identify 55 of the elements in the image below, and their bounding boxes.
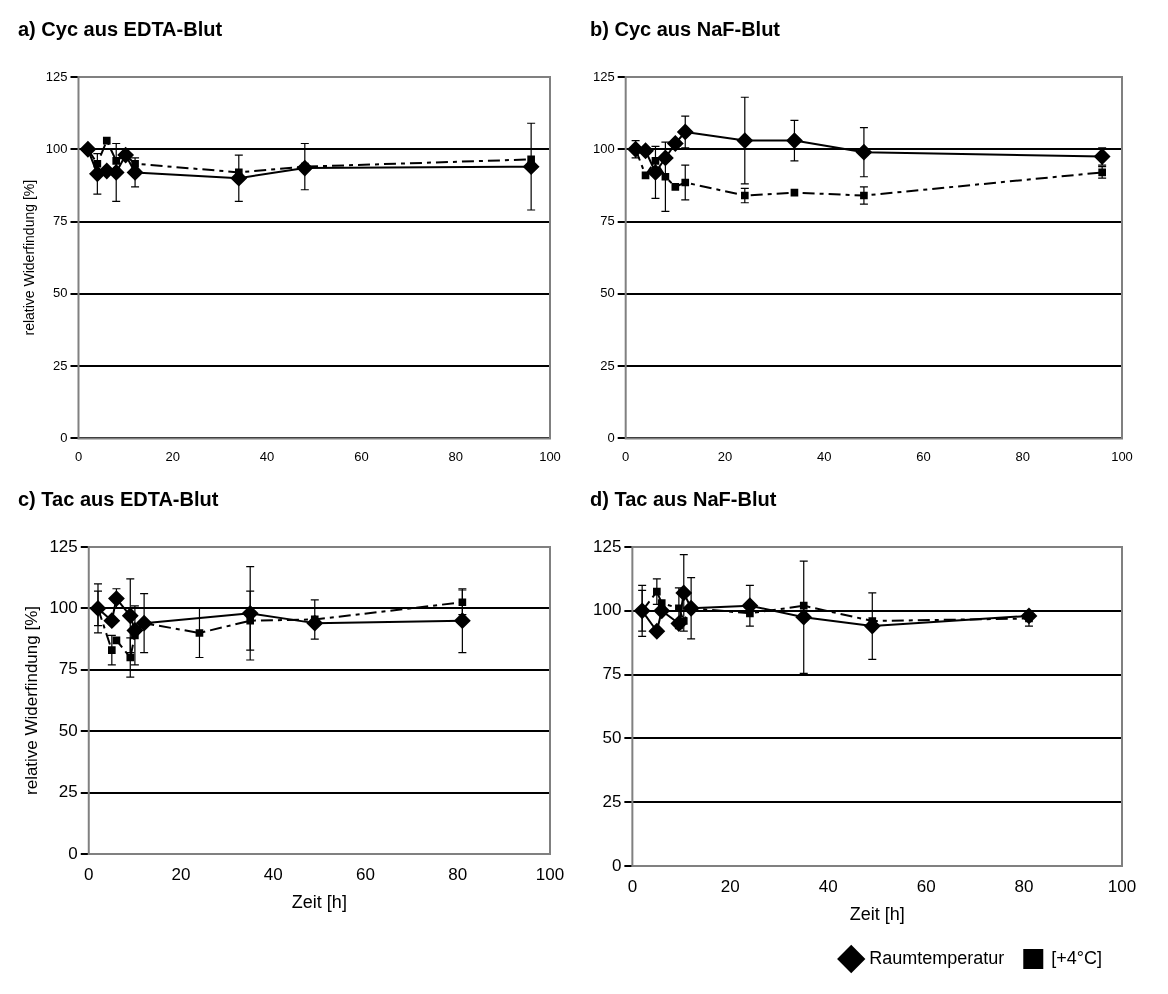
y-tick-label: 75 xyxy=(600,213,615,229)
x-tick-label: 60 xyxy=(916,448,931,464)
x-tick-label: 40 xyxy=(263,864,283,884)
x-tick-label: 0 xyxy=(627,876,638,896)
x-tick-label: 20 xyxy=(717,448,733,464)
y-tick-label: 25 xyxy=(58,782,78,802)
y-tick-label: 50 xyxy=(53,285,68,301)
x-tick-label: 80 xyxy=(448,864,468,884)
x-tick-label: 80 xyxy=(1015,448,1030,464)
y-tick-label: 75 xyxy=(58,659,78,679)
x-axis-title: Zeit [h] xyxy=(849,904,905,925)
y-axis-title: relative Widerfindung [%] xyxy=(21,606,41,795)
y-tick-label: 75 xyxy=(53,213,68,229)
y-tick-label: 100 xyxy=(592,600,622,620)
y-tick-label: 100 xyxy=(592,140,615,156)
x-tick-label: 40 xyxy=(816,448,832,464)
x-tick-label: 80 xyxy=(448,448,463,464)
y-tick-label: 0 xyxy=(68,843,78,863)
x-tick-label: 40 xyxy=(818,876,838,896)
y-tick-label: 125 xyxy=(592,68,615,84)
x-tick-label: 100 xyxy=(1107,876,1137,896)
x-tick-label: 60 xyxy=(354,448,369,464)
chart-title: d) Tac aus NaF-Blut xyxy=(590,487,777,510)
chart-title: c) Tac aus EDTA-Blut xyxy=(18,487,219,510)
x-tick-label: 0 xyxy=(84,864,94,884)
x-tick-label: 60 xyxy=(356,864,375,884)
y-tick-label: 25 xyxy=(53,357,68,373)
chart-title: a) Cyc aus EDTA-Blut xyxy=(18,17,223,40)
x-tick-label: 20 xyxy=(165,448,181,464)
x-tick-label: 40 xyxy=(259,448,275,464)
y-tick-label: 25 xyxy=(600,357,615,373)
x-tick-label: 100 xyxy=(535,864,565,884)
legend-label: [+4°C] xyxy=(1051,947,1103,968)
y-tick-label: 125 xyxy=(49,536,78,556)
y-tick-label: 50 xyxy=(600,285,615,301)
y-tick-label: 0 xyxy=(60,429,68,445)
y-tick-label: 50 xyxy=(58,720,78,740)
x-tick-label: 100 xyxy=(539,448,561,464)
y-tick-label: 25 xyxy=(602,791,622,811)
x-tick-label: 100 xyxy=(1111,448,1133,464)
y-tick-label: 100 xyxy=(45,140,68,156)
x-tick-label: 20 xyxy=(171,864,191,884)
y-tick-label: 0 xyxy=(607,429,615,445)
y-tick-label: 125 xyxy=(592,536,622,556)
y-tick-label: 75 xyxy=(602,664,622,684)
y-tick-label: 100 xyxy=(49,598,78,618)
chart-title: b) Cyc aus NaF-Blut xyxy=(590,17,781,40)
legend-label: Raumtemperatur xyxy=(869,947,1005,968)
y-tick-label: 125 xyxy=(45,68,68,84)
y-tick-label: 50 xyxy=(602,728,622,748)
y-axis-title: relative Widerfindung [%] xyxy=(21,179,38,336)
x-axis-title: Zeit [h] xyxy=(291,892,347,913)
x-tick-label: 80 xyxy=(1014,876,1034,896)
x-tick-label: 60 xyxy=(916,876,936,896)
x-tick-label: 20 xyxy=(720,876,740,896)
